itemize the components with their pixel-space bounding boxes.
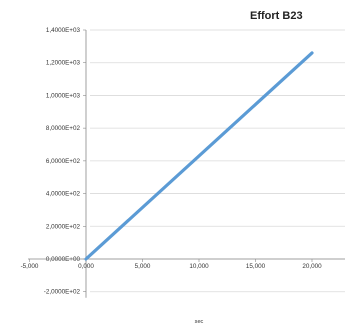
y-tick-label: 1,4000E+03	[46, 27, 81, 34]
y-tick-label: 8,0000E+02	[46, 125, 81, 132]
x-tick-label: -5,000	[21, 263, 39, 270]
y-tick-label: 4,0000E+02	[46, 191, 81, 198]
series-line	[84, 51, 314, 261]
y-tick-label: 6,0000E+02	[46, 158, 81, 165]
x-tick-label: 5,000	[135, 263, 151, 270]
y-tick-label: -2,0000E+02	[44, 289, 81, 296]
x-axis-label: sec	[195, 319, 204, 325]
y-tick-label: 1,0000E+03	[46, 92, 81, 99]
chart-title: Effort B23	[250, 10, 303, 22]
x-tick-label: 0,000	[78, 263, 94, 270]
x-tick-label: 15,000	[246, 263, 266, 270]
y-tick-label: 0,0000E+00	[46, 256, 81, 263]
x-tick-label: 20,000	[302, 263, 322, 270]
y-tick-label: 2,0000E+02	[46, 223, 81, 230]
y-tick-label: 1,2000E+03	[46, 60, 81, 67]
x-tick-label: 10,000	[189, 263, 209, 270]
